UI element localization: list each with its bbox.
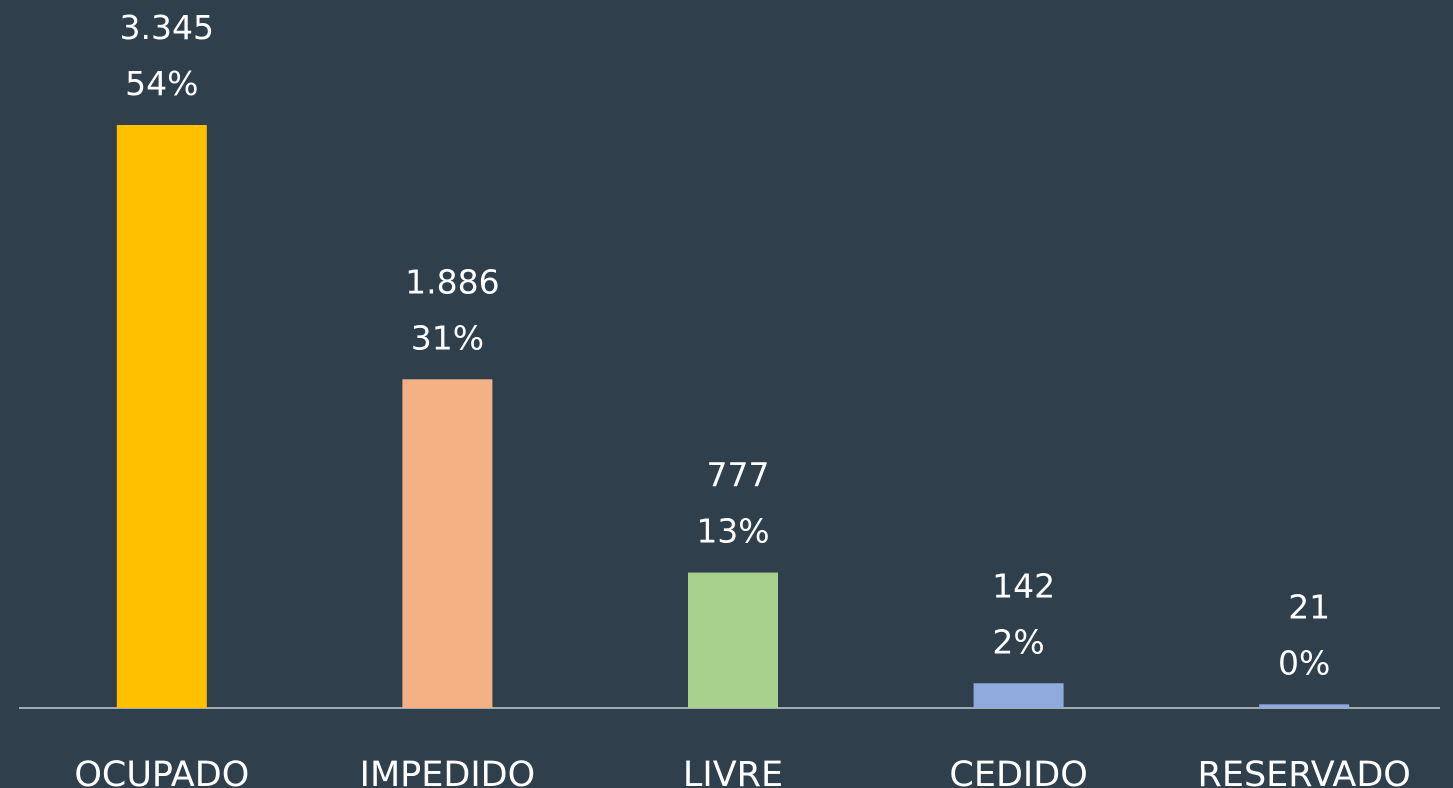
x-tick-label: OCUPADO — [74, 755, 249, 788]
x-tick-label: IMPEDIDO — [360, 755, 536, 788]
share-label: 31% — [411, 318, 484, 357]
share-label: 13% — [696, 512, 769, 551]
bar — [116, 125, 207, 708]
x-tick-label: LIVRE — [683, 755, 783, 788]
bar — [688, 572, 778, 708]
bar — [973, 683, 1064, 708]
x-tick-label: CEDIDO — [949, 755, 1087, 788]
value-label: 142 — [992, 566, 1055, 605]
share-label: 0% — [1278, 643, 1330, 682]
value-label: 1.886 — [405, 262, 499, 301]
value-label: 3.345 — [120, 8, 214, 47]
x-tick-label: RESERVADO — [1198, 755, 1411, 788]
bar — [402, 379, 493, 708]
share-label: 54% — [125, 64, 198, 103]
value-label: 21 — [1288, 587, 1330, 626]
share-label: 2% — [992, 622, 1044, 661]
value-label: 777 — [707, 456, 770, 495]
bar — [1259, 704, 1350, 708]
